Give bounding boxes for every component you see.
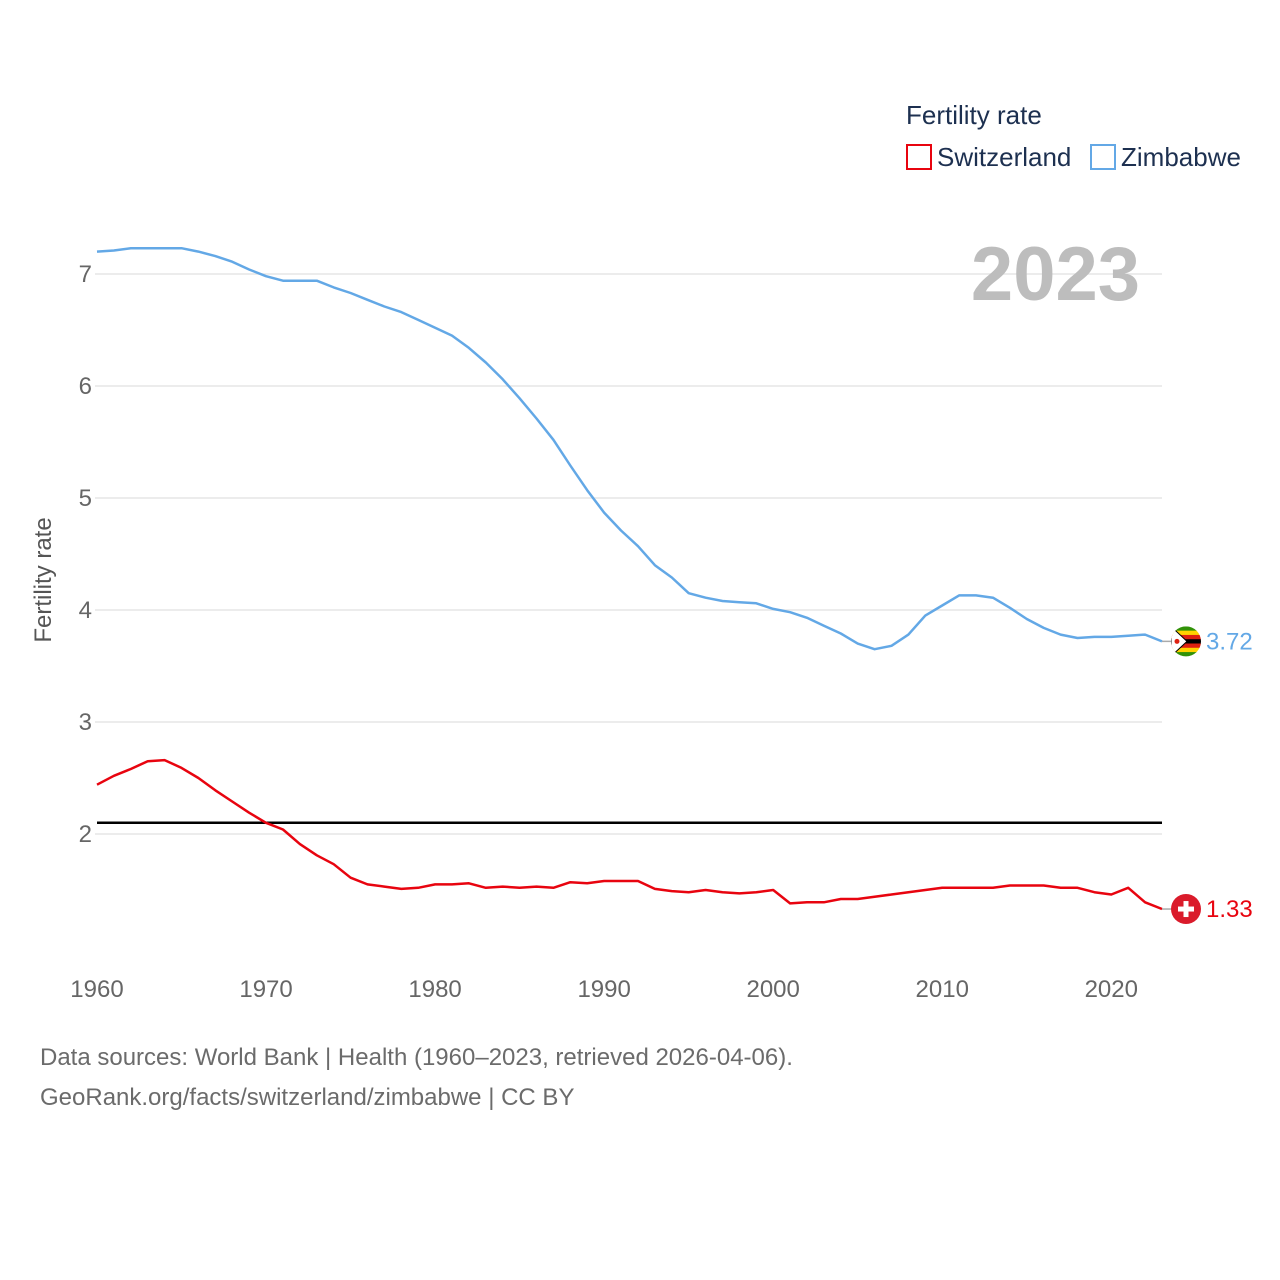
y-axis-label: Fertility rate (30, 517, 57, 642)
legend-title: Fertility rate (906, 100, 1042, 130)
footer-attribution: GeoRank.org/facts/switzerland/zimbabwe |… (40, 1084, 575, 1111)
series-lines (96, 246, 1163, 911)
series-line-zimbabwe[interactable] (96, 246, 1163, 651)
gridlines (95, 273, 1162, 835)
legend-label-switzerland: Switzerland (937, 142, 1071, 172)
end-label-zimbabwe: 3.72 (1206, 628, 1253, 655)
zimbabwe-flag-icon (1171, 626, 1201, 657)
x-tick-2010: 2010 (916, 976, 969, 1003)
legend: Fertility rate Switzerland Zimbabwe (906, 100, 1241, 172)
legend-label-zimbabwe: Zimbabwe (1121, 142, 1241, 172)
footer-sources: Data sources: World Bank | Health (1960–… (40, 1044, 793, 1071)
x-tick-2000: 2000 (746, 976, 799, 1003)
y-tick-2: 2 (79, 821, 92, 848)
year-label: 2023 (971, 232, 1140, 317)
x-tick-1970: 1970 (239, 976, 292, 1003)
legend-swatch-zimbabwe (1090, 144, 1116, 170)
legend-item-switzerland[interactable]: Switzerland (906, 142, 1071, 172)
x-tick-1990: 1990 (577, 976, 630, 1003)
y-tick-5: 5 (79, 485, 92, 512)
end-label-switzerland: 1.33 (1206, 896, 1253, 923)
legend-swatch-switzerland (906, 144, 932, 170)
series-line-switzerland[interactable] (96, 758, 1163, 911)
x-tick-1960: 1960 (70, 976, 123, 1003)
switzerland-flag-icon (1171, 894, 1201, 925)
legend-item-zimbabwe[interactable]: Zimbabwe (1090, 142, 1241, 172)
y-tick-4: 4 (79, 597, 92, 624)
x-tick-1980: 1980 (408, 976, 461, 1003)
y-tick-7: 7 (79, 261, 92, 288)
y-tick-6: 6 (79, 373, 92, 400)
y-axis-ticks: 2 3 4 5 6 7 (79, 261, 92, 848)
x-axis-ticks: 1960 1970 1980 1990 2000 2010 2020 (70, 976, 1138, 1003)
y-tick-3: 3 (79, 709, 92, 736)
series-end-markers: 1.33 3.72 (1162, 626, 1253, 925)
x-tick-2020: 2020 (1085, 976, 1138, 1003)
